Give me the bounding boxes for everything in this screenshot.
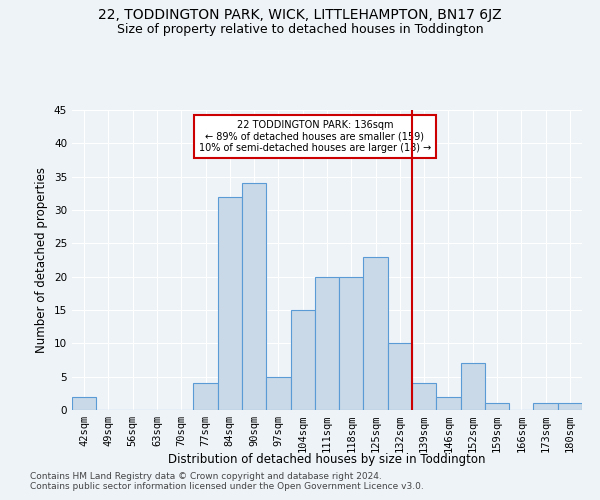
Bar <box>364 256 388 410</box>
Bar <box>339 276 364 410</box>
Bar <box>461 364 485 410</box>
Bar <box>72 396 96 410</box>
Bar <box>485 404 509 410</box>
Text: 22 TODDINGTON PARK: 136sqm
← 89% of detached houses are smaller (159)
10% of sem: 22 TODDINGTON PARK: 136sqm ← 89% of deta… <box>199 120 431 153</box>
Text: Distribution of detached houses by size in Toddington: Distribution of detached houses by size … <box>168 452 486 466</box>
Bar <box>290 310 315 410</box>
Text: 22, TODDINGTON PARK, WICK, LITTLEHAMPTON, BN17 6JZ: 22, TODDINGTON PARK, WICK, LITTLEHAMPTON… <box>98 8 502 22</box>
Bar <box>558 404 582 410</box>
Bar <box>266 376 290 410</box>
Text: Contains HM Land Registry data © Crown copyright and database right 2024.: Contains HM Land Registry data © Crown c… <box>30 472 382 481</box>
Bar <box>242 184 266 410</box>
Text: Size of property relative to detached houses in Toddington: Size of property relative to detached ho… <box>116 22 484 36</box>
Bar <box>315 276 339 410</box>
Text: Contains public sector information licensed under the Open Government Licence v3: Contains public sector information licen… <box>30 482 424 491</box>
Y-axis label: Number of detached properties: Number of detached properties <box>35 167 49 353</box>
Bar <box>388 344 412 410</box>
Bar <box>218 196 242 410</box>
Bar <box>436 396 461 410</box>
Bar <box>533 404 558 410</box>
Bar <box>193 384 218 410</box>
Bar <box>412 384 436 410</box>
